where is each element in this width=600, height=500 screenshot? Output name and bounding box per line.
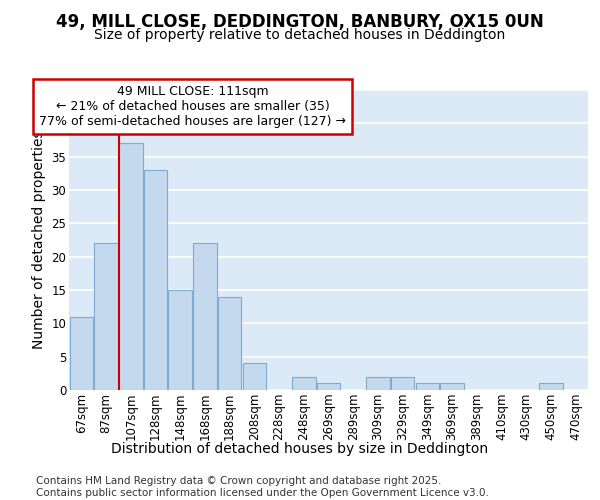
Text: 49, MILL CLOSE, DEDDINGTON, BANBURY, OX15 0UN: 49, MILL CLOSE, DEDDINGTON, BANBURY, OX1… bbox=[56, 12, 544, 30]
Bar bbox=[440, 384, 464, 390]
Bar bbox=[94, 244, 118, 390]
Bar bbox=[416, 384, 439, 390]
Text: Size of property relative to detached houses in Deddington: Size of property relative to detached ho… bbox=[94, 28, 506, 42]
Bar bbox=[218, 296, 241, 390]
Text: Distribution of detached houses by size in Deddington: Distribution of detached houses by size … bbox=[112, 442, 488, 456]
Bar bbox=[242, 364, 266, 390]
Text: 49 MILL CLOSE: 111sqm
← 21% of detached houses are smaller (35)
77% of semi-deta: 49 MILL CLOSE: 111sqm ← 21% of detached … bbox=[39, 85, 346, 128]
Bar bbox=[317, 384, 340, 390]
Y-axis label: Number of detached properties: Number of detached properties bbox=[32, 130, 46, 350]
Bar bbox=[193, 244, 217, 390]
Bar bbox=[539, 384, 563, 390]
Bar bbox=[292, 376, 316, 390]
Bar bbox=[144, 170, 167, 390]
Bar bbox=[169, 290, 192, 390]
Bar bbox=[119, 144, 143, 390]
Bar bbox=[70, 316, 93, 390]
Text: Contains HM Land Registry data © Crown copyright and database right 2025.
Contai: Contains HM Land Registry data © Crown c… bbox=[36, 476, 489, 498]
Bar bbox=[366, 376, 389, 390]
Bar bbox=[391, 376, 415, 390]
